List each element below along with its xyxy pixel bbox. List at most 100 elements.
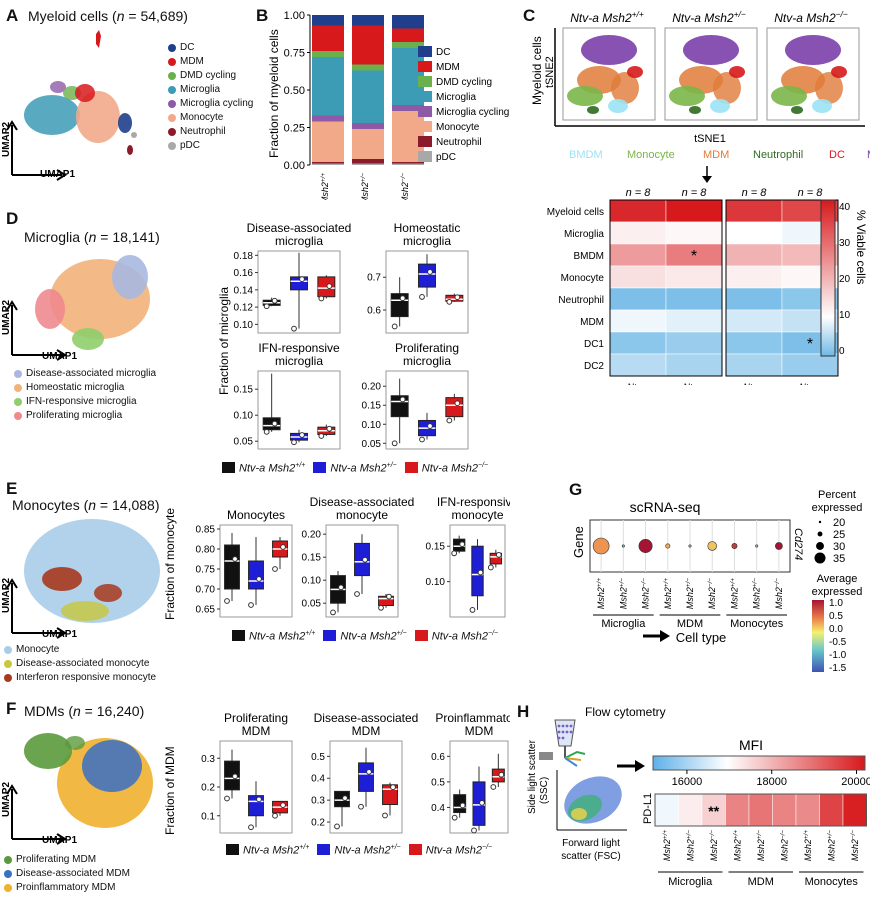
panel-c-heatmap-row-label: Monocyte bbox=[561, 273, 605, 284]
boxplot-point bbox=[362, 556, 368, 563]
boxplot-ytick-label: 0.20 bbox=[302, 530, 322, 541]
panel-g-xtick-label: Msh2−/− bbox=[640, 578, 651, 609]
panel-c-n-label: n = 8 bbox=[798, 187, 824, 199]
panel-g-title: scRNA-seq bbox=[630, 499, 701, 515]
legend-a-item: Microglia bbox=[168, 83, 253, 97]
panel-b-xtick-label: Ntv-a Msh2+/− bbox=[360, 173, 371, 200]
boxplot-point bbox=[271, 297, 278, 304]
panel-b-bar-segment bbox=[312, 121, 344, 162]
panel-h-group-label: Microglia bbox=[668, 876, 713, 888]
legend-d-swatch bbox=[14, 384, 22, 392]
legend-a-swatch bbox=[168, 128, 176, 136]
panel-g-color-legend-tick: -1.0 bbox=[829, 650, 847, 661]
panel-c-heatmap-cell bbox=[665, 221, 723, 245]
boxplot-title: Monocytes bbox=[227, 508, 285, 522]
genotype-swatch bbox=[317, 843, 331, 855]
panel-c-colorbar-tick: 10 bbox=[839, 310, 851, 321]
panel-g-dot bbox=[731, 543, 738, 549]
legend-a-item: Neutrophil bbox=[168, 125, 253, 139]
legend-d-label: Disease-associated microglia bbox=[26, 368, 157, 379]
genotype-legend-item: Ntv-a Msh2+/+ bbox=[226, 841, 309, 858]
boxplot-frame bbox=[449, 524, 506, 618]
legend-a-swatch bbox=[168, 86, 176, 94]
boxplot-point bbox=[490, 784, 497, 790]
panel-c-figure: Ntv-a Msh2+/+ Ntv-a Msh2+/− Ntv-a Msh2−/− M… bbox=[530, 9, 870, 385]
boxplot-ytick-label: 0.6 bbox=[431, 752, 445, 763]
boxplot-title: microglia bbox=[403, 234, 451, 248]
boxplot-box bbox=[290, 276, 308, 291]
panel-g-size-legend-dot bbox=[817, 531, 823, 537]
panel-b-bar-segment bbox=[352, 25, 384, 65]
panel-g: G scRNA-seq Gene Cd274 Msh2+/+ Msh2+/− Msh2−/… bbox=[515, 470, 870, 685]
boxplot-ytick-label: 0.15 bbox=[362, 401, 382, 412]
panel-h-heat-cell bbox=[748, 793, 773, 827]
panel-c-significance-star: * bbox=[807, 336, 813, 353]
panel-c-n-label: n = 8 bbox=[682, 187, 708, 199]
panel-f-legend: Proliferating MDM Disease-associated MDM P… bbox=[4, 853, 130, 895]
panel-c-heatmap-cell bbox=[665, 353, 723, 377]
panel-d-title: Microglia (n = 18,141) bbox=[24, 229, 160, 245]
panel-d-label: D bbox=[6, 209, 19, 228]
boxplot-point bbox=[338, 584, 344, 591]
panel-c-axis-y2: tSNE2 bbox=[544, 56, 556, 88]
panel-h-scale-tick-label: 18000 bbox=[756, 776, 787, 788]
boxplot-frame bbox=[325, 524, 399, 618]
boxplot-point bbox=[299, 276, 305, 283]
boxplot-title: monocyte bbox=[451, 508, 503, 522]
panel-h-xtick-label: Msh2+/+ bbox=[802, 830, 813, 861]
legend-d-item: Disease-associated microglia bbox=[14, 367, 156, 381]
panel-b-bar-segment bbox=[392, 162, 424, 164]
genotype-label: Ntv-a Msh2+/− bbox=[330, 462, 397, 475]
genotype-label: Ntv-a Msh2+/− bbox=[340, 630, 407, 643]
panel-g-group-label: Microglia bbox=[601, 618, 646, 630]
panel-b-bar-segment bbox=[392, 163, 424, 165]
boxplot-point bbox=[354, 591, 360, 597]
panel-g-color-legend-title: expressed bbox=[812, 586, 863, 598]
panel-f-label: F bbox=[6, 699, 17, 718]
genotype-swatch bbox=[226, 843, 239, 855]
panel-g-color-legend-tick: -1.5 bbox=[829, 663, 847, 674]
legend-f-swatch bbox=[4, 870, 12, 878]
boxplot-box bbox=[224, 760, 240, 791]
boxplot-point bbox=[248, 602, 254, 608]
panel-h-fsc-label: scatter (FSC) bbox=[561, 851, 620, 862]
panel-b-ytick-label: 1.00 bbox=[284, 10, 305, 22]
genotype-label: Ntv-a Msh2+/+ bbox=[249, 630, 316, 643]
panel-c-heatmap-row-label: DC1 bbox=[584, 339, 604, 350]
panel-b-legend-swatch bbox=[418, 91, 432, 102]
boxplot-point bbox=[342, 795, 348, 802]
umap-a-axes bbox=[6, 120, 67, 181]
panel-d-axis-x: UMAP1 bbox=[42, 351, 77, 362]
boxplot-title: MDM bbox=[242, 724, 271, 738]
panel-c-genotype-title: Ntv-a Msh2+/+ bbox=[570, 9, 644, 25]
boxplot-ytick-label: 0.15 bbox=[426, 542, 446, 553]
panel-b-ylabel: Fraction of myeloid cells bbox=[267, 29, 281, 158]
boxplot-point bbox=[446, 298, 453, 305]
genotype-swatch bbox=[313, 461, 327, 473]
panel-c-heatmap-cell bbox=[725, 287, 783, 311]
boxplot-ylabel: Fraction of monocyte bbox=[163, 508, 177, 620]
legend-a-item: Monocyte bbox=[168, 111, 253, 125]
boxplot-ytick-label: 0.80 bbox=[196, 545, 216, 556]
boxplot-point bbox=[256, 796, 262, 803]
genotype-swatch bbox=[404, 461, 418, 473]
panel-g-size-legend-label: 30 bbox=[833, 541, 845, 553]
panel-b-legend-label: Microglia cycling bbox=[436, 107, 509, 118]
boxplot-point bbox=[299, 432, 305, 438]
panel-a-axis-x: UMAP1 bbox=[40, 169, 75, 180]
panel-c-cell-legend-label: MDM bbox=[703, 149, 729, 161]
boxplot-point bbox=[469, 607, 476, 613]
panel-h-figure: Flow cytometry Side light scatter (SSC) For… bbox=[527, 705, 870, 888]
panel-e-genotype-legend: Ntv-a Msh2+/+ Ntv-a Msh2+/− Ntv-a Msh2−/− bbox=[232, 627, 498, 644]
boxplot-box bbox=[445, 397, 464, 418]
legend-e-label: Interferon responsive monocyte bbox=[16, 672, 157, 683]
panel-g-ylabel: Gene bbox=[571, 526, 586, 558]
genotype-swatch bbox=[232, 629, 245, 641]
panel-c-heatmap-cell bbox=[725, 221, 783, 245]
panel-h-scale-tick-label: 20000 bbox=[841, 776, 870, 788]
panel-e-legend: Monocyte Disease-associated monocyte Inter… bbox=[4, 643, 156, 685]
boxplot-ytick-label: 0.65 bbox=[196, 605, 216, 616]
panel-b-bar-segment bbox=[352, 159, 384, 164]
panel-h-heat-frame bbox=[654, 793, 867, 827]
panel-h-mfi-title: MFI bbox=[739, 737, 763, 753]
